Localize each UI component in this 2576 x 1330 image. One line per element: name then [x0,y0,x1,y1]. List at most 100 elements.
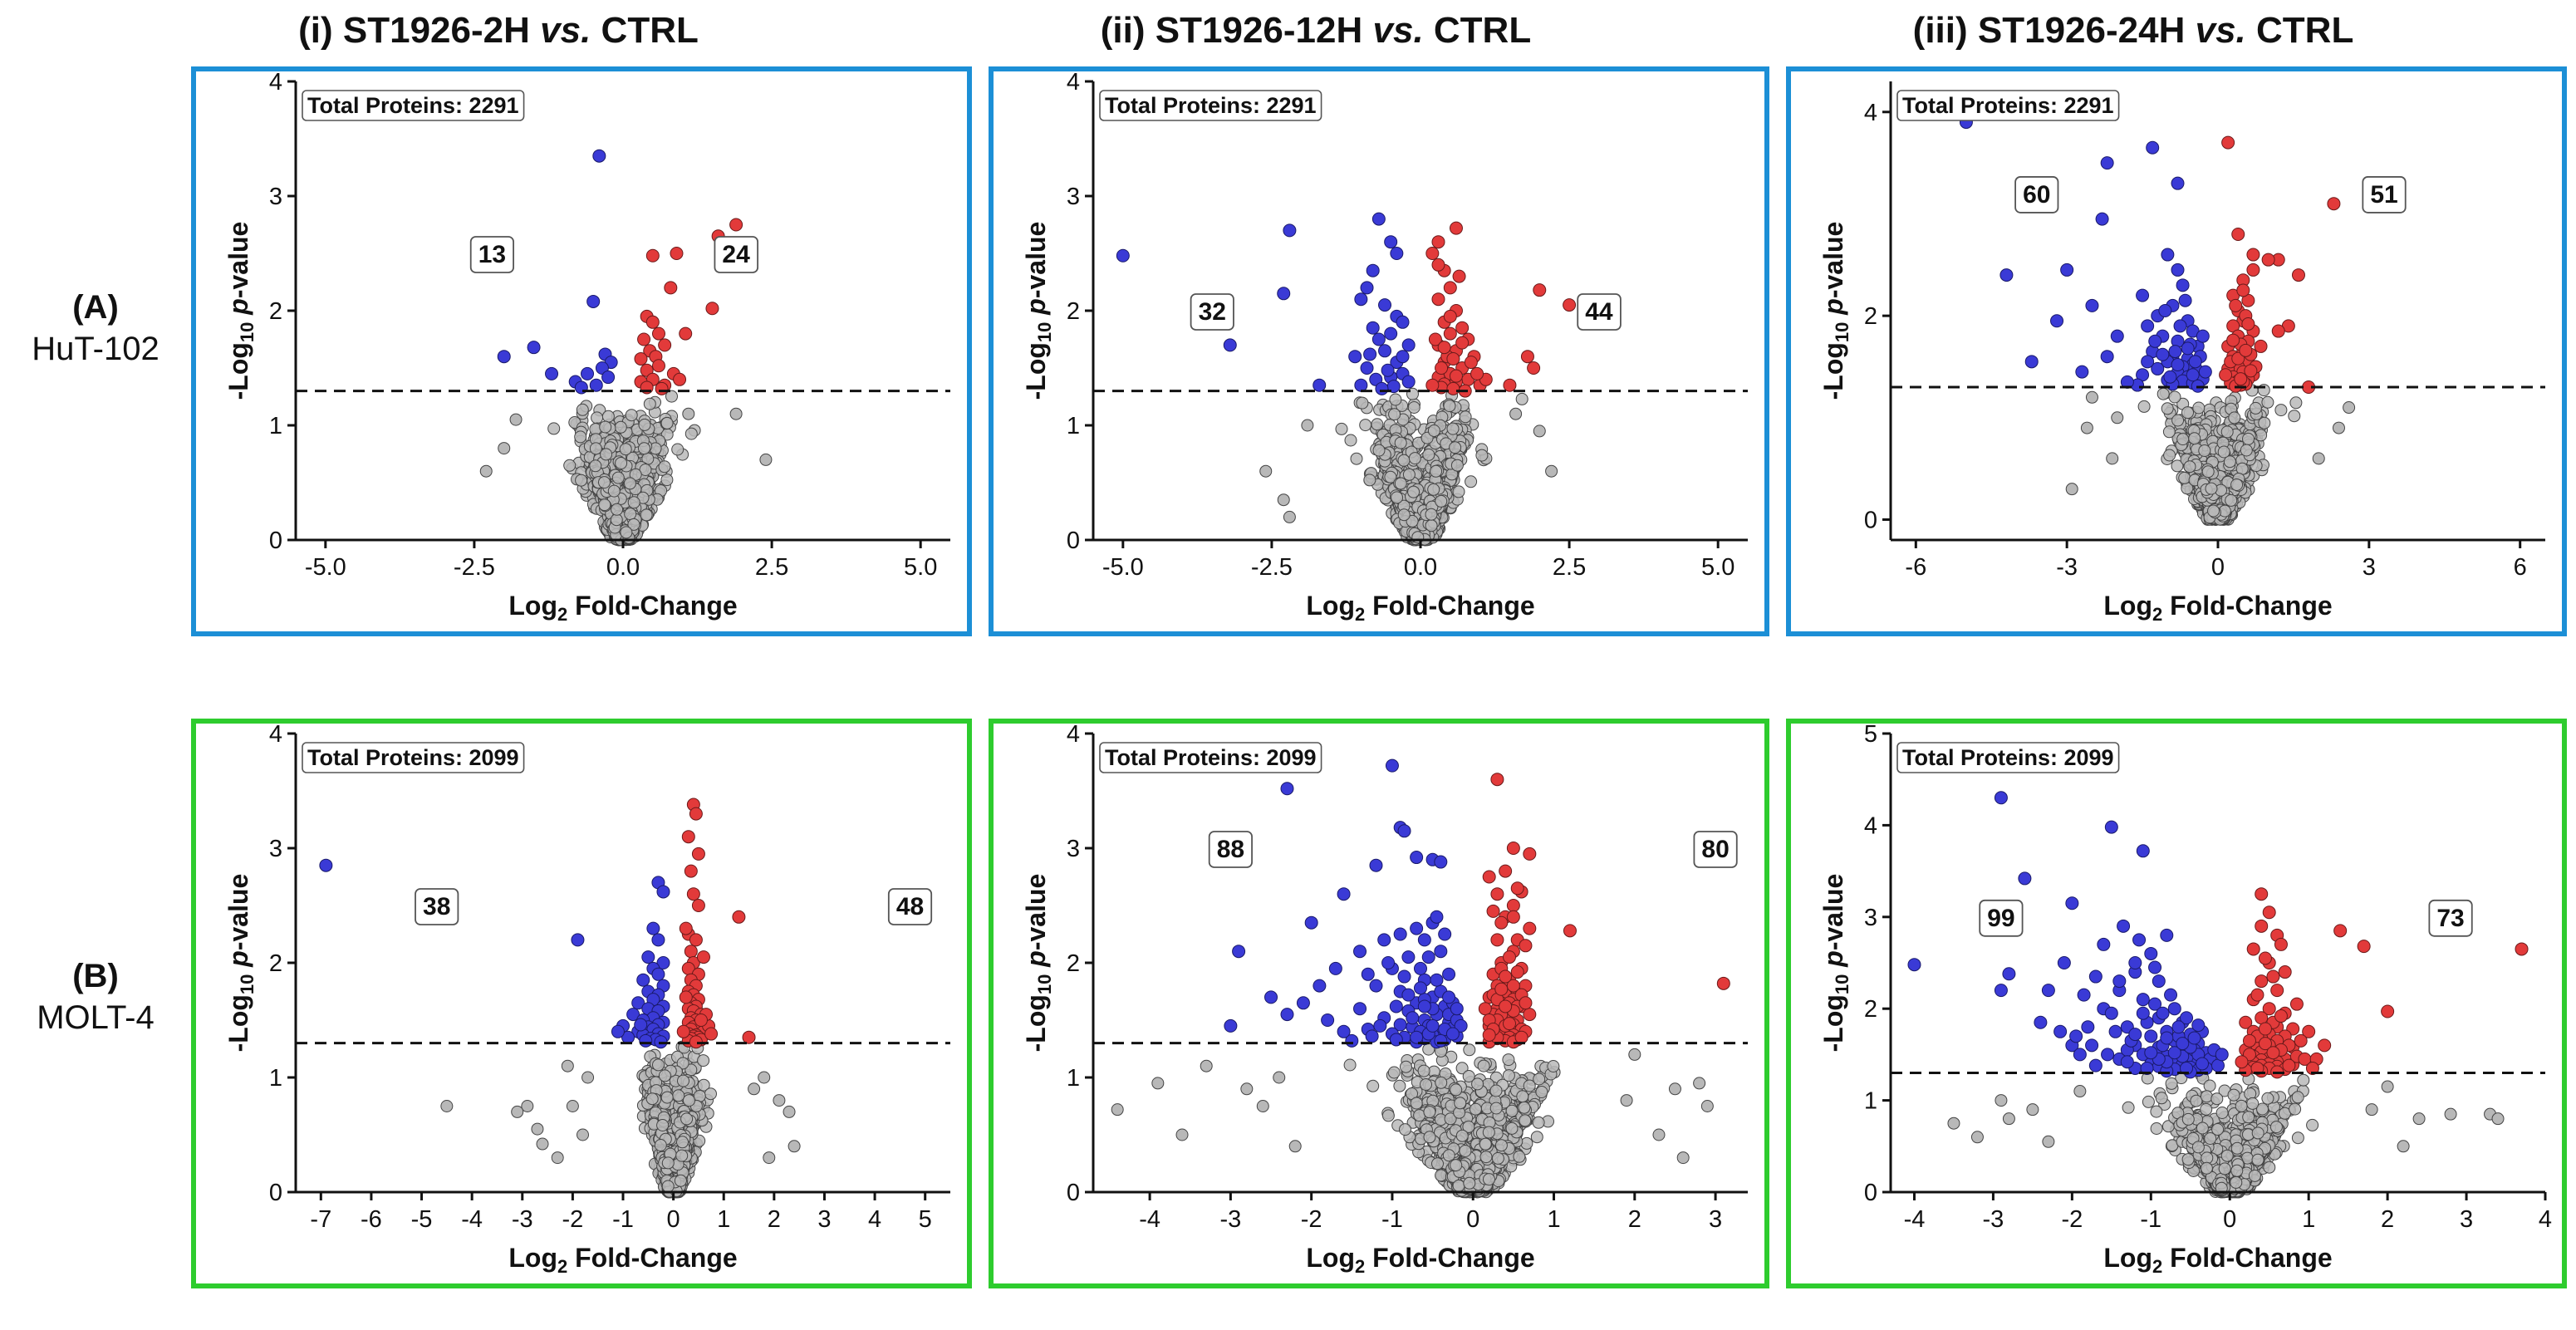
x-tick-label: 2.5 [755,554,788,581]
y-tick-label: 0 [1067,528,1080,554]
down-point [1396,350,1410,364]
y-tick-label: 1 [1067,413,1080,439]
ns-point [627,496,640,509]
volcano-panel-a-iii: 0 2 4 -6 -3 0 3 6 Log2 Fold-Change -Log10 p-value… [1786,66,2567,636]
x-tick-label: -2.5 [454,554,495,581]
ns-point [682,407,695,420]
up-point [645,248,660,263]
column-title-3-ctrl: CTRL [2256,10,2354,51]
down-point [1375,381,1389,395]
up-point [729,218,743,232]
ns-point [1450,459,1464,472]
down-point [1371,332,1386,346]
y-tick-label: 4 [1067,71,1080,96]
up-point [1533,283,1547,297]
up-point [1503,378,1517,392]
ns-point [1402,468,1416,481]
down-point [586,294,601,308]
volcano-panel-a-ii: 0 1 2 3 4 -5.0 -2.5 0.0 2.5 5.0 Log2 Fold-Change -L… [989,66,1769,636]
up-point [1443,309,1457,323]
row-label-b-name: MOLT-4 [37,999,155,1036]
ns-point [1406,514,1419,528]
ns-point [1359,419,1372,432]
ns-point [1372,444,1386,457]
ns-point [1533,425,1546,438]
up-point [1443,326,1457,341]
downregulated-count-text: 32 [1199,298,1226,326]
ns-point [629,468,642,481]
ns-point [619,443,632,456]
ns-point [638,442,650,455]
upregulated-count-box [1577,293,1622,331]
up-point [1520,350,1534,364]
ns-point [1411,531,1425,544]
down-point [1366,321,1380,335]
column-title-2-name: ST1926-12H [1155,10,1363,51]
up-point [1435,361,1449,375]
ns-point [1425,508,1438,521]
x-tick-label: 0.0 [606,554,640,581]
ns-point [1350,452,1363,465]
y-tick-label: 1 [269,413,282,439]
up-point [670,247,684,260]
down-point [497,350,511,364]
up-point [645,315,660,329]
total-proteins-text: Total Proteins: 2291 [307,93,519,118]
down-point [527,341,541,355]
y-tick-label: 0 [269,528,282,554]
column-title-1: (i) ST1926-2H vs. CTRL [104,10,893,52]
up-point [655,381,669,395]
upregulated-count: 44 [1577,293,1622,331]
up-point [1449,369,1463,383]
x-tick-label: -5.0 [305,554,346,581]
ns-point [643,397,656,410]
ns-point [1430,464,1443,478]
upregulated-count: 24 [714,236,759,273]
volcano-panel-a-i: 0 1 2 3 4 -5.0 -2.5 0.0 2.5 5.0 Log2 Fold-Change -L… [191,66,972,636]
down-point [589,378,603,392]
ns-point [611,503,624,516]
row-label-b-tag: (B) [72,958,119,994]
down-point [1360,361,1374,375]
ns-point [1397,454,1411,467]
ns-point [660,416,674,429]
up-point [1449,221,1463,235]
ns-point [1475,449,1489,462]
ns-points-a-i [479,390,773,547]
up-point [1428,332,1442,346]
total-proteins-text: Total Proteins: 2291 [1105,93,1317,118]
downregulated-count-text: 13 [478,241,506,268]
up-point [1455,321,1470,335]
column-title-1-ctrl: CTRL [601,10,699,51]
y-tick-label: 2 [1067,298,1080,325]
ns-point [1344,434,1357,447]
downregulated-count-box [469,236,514,273]
ns-point [576,403,589,416]
down-point [1378,344,1392,358]
x-tick-label: -5.0 [1102,554,1144,581]
x-tick-label: 5.0 [1701,554,1735,581]
down-point [1354,292,1368,307]
up-point [651,326,665,341]
ns-point [1301,419,1314,432]
down-point [1313,378,1327,392]
row-label-b: (B) MOLT-4 [0,955,191,1038]
downregulated-count-box [1190,293,1234,331]
up-point [1437,341,1451,355]
ns-point [1356,396,1369,410]
down-point [581,366,595,380]
down-point [1371,212,1386,226]
ns-point [684,427,698,440]
ns-point [1425,519,1438,532]
ns-point [479,464,493,478]
ns-point [1427,425,1440,437]
ns-point [1389,393,1402,406]
ns-point [625,409,638,422]
ns-point [563,459,577,472]
down-point [1384,326,1398,341]
down-point [1396,315,1410,329]
down-point [1223,338,1237,352]
up-point [634,351,648,366]
